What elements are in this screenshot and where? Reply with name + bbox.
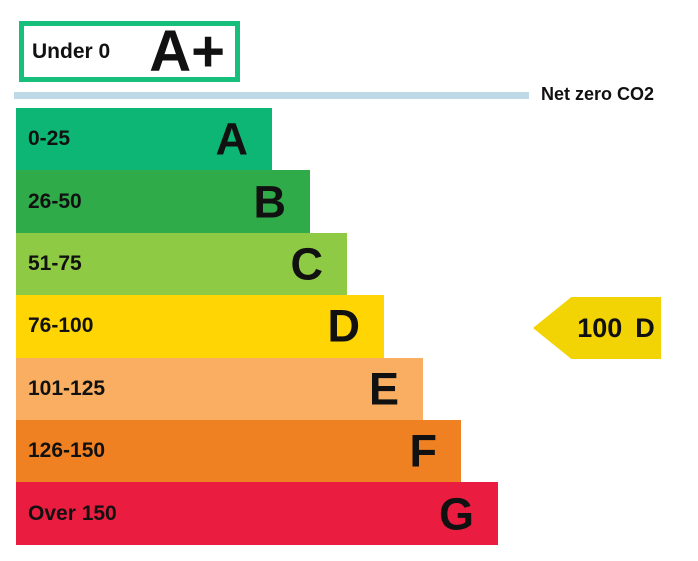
band-range-label: 0-25 [28,127,71,151]
current-rating-value: 100 [577,312,623,343]
band-range-label: 51-75 [28,251,82,275]
band-row: 76-100 D [16,295,384,358]
band-letter: B [253,176,287,228]
bands-container: 0-25 A 26-50 B 51-75 C 76-100 D 101-125 … [16,108,498,545]
current-rating-indicator: 100 D [533,297,661,359]
net-zero-line [14,92,529,99]
band-letter: G [438,488,474,540]
band-letter: F [409,425,438,477]
band-letter: E [368,363,399,415]
band-letter: C [290,238,324,290]
band-row: 26-50 B [16,170,310,233]
band-range-label: 76-100 [28,314,94,338]
band-row: 0-25 A [16,108,272,171]
net-zero-label: Net zero CO2 [541,84,655,104]
band-letter: A [215,113,249,165]
band-range-label: 26-50 [28,189,82,213]
band-range-label: Over 150 [28,501,117,525]
band-row: Over 150 G [16,482,498,545]
band-range-label: Under 0 [32,39,111,63]
band-row: 51-75 C [16,232,347,296]
band-a-plus: Under 0 A+ [19,21,240,82]
band-letter: D [327,300,361,352]
current-rating-letter: D [635,312,655,343]
band-letter: A+ [149,18,225,84]
band-row: 126-150 F [16,419,461,483]
band-range-label: 101-125 [28,376,106,400]
band-range-label: 126-150 [28,439,106,463]
band-row: 101-125 E [16,357,423,420]
